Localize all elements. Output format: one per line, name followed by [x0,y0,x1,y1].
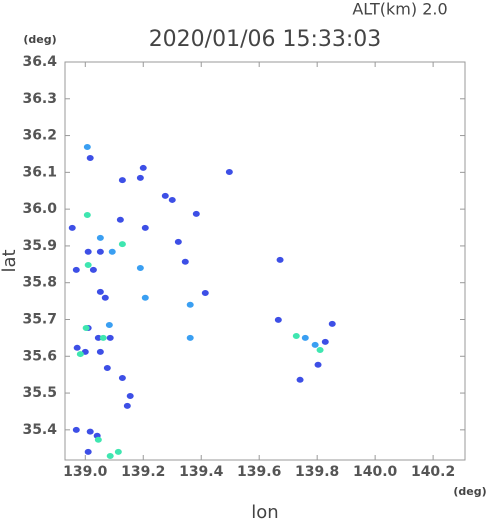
echo-point [274,316,282,323]
echo-point [136,174,144,181]
echo-point [96,288,104,295]
echo-point [276,256,284,263]
echo-point [76,351,84,358]
echo-point [141,224,149,231]
y-tick-label: 36.4 [22,54,57,70]
echo-point [118,374,126,381]
echo-point [118,177,126,184]
echo-point [89,266,97,273]
y-tick-label: 36.3 [22,91,57,107]
x-tick-label: 140.0 [353,464,398,480]
echo-point [114,448,122,455]
echo-point [186,334,194,341]
echo-point [192,210,200,217]
echo-point [136,264,144,271]
echo-point [86,428,94,435]
echo-point [316,347,324,354]
echo-point [86,155,94,162]
echo-point [73,344,81,351]
echo-point [108,248,116,255]
echo-point [103,365,111,372]
echo-point [174,238,182,245]
x-tick-label: 139.6 [237,464,281,480]
x-unit: (deg) [453,485,486,498]
echo-point [225,168,233,175]
echo-point [83,212,91,219]
x-tick-label: 139.4 [179,464,224,480]
altitude-note: ALT(km) 2.0 [352,0,447,19]
echo-point [84,448,92,455]
echo-point [168,196,176,203]
echo-point [301,334,309,341]
echo-point [94,436,102,443]
echo-point [99,334,107,341]
y-unit: (deg) [23,33,56,46]
echo-point [126,392,134,399]
echo-point [292,333,300,340]
echo-point [118,241,126,248]
echo-point [84,262,92,269]
echo-point [101,294,109,301]
echo-point [181,258,189,265]
echo-point [201,290,209,297]
echo-point [123,402,131,409]
echo-point [106,334,114,341]
x-tick-label: 139.0 [63,464,108,480]
y-tick-label: 35.6 [22,348,57,364]
y-tick-label: 35.7 [22,311,57,327]
echo-point [106,452,114,459]
x-tick-label: 139.2 [121,464,165,480]
echo-point [84,248,92,255]
y-tick-label: 35.8 [22,275,57,291]
echo-point [96,248,104,255]
echo-point [161,192,169,199]
echo-point [186,301,194,308]
y-tick-label: 35.4 [22,422,57,438]
echo-point [72,266,80,273]
echo-point [328,320,336,327]
echo-point [96,348,104,355]
y-axis-label: lat [0,249,20,272]
x-axis-label: lon [251,502,278,521]
echo-point [72,426,80,433]
echo-point [96,234,104,241]
chart-title: 2020/01/06 15:33:03 [149,27,382,52]
x-tick-label: 140.2 [411,464,455,480]
echo-point [105,322,113,329]
echo-point [311,341,319,348]
y-tick-label: 36.2 [22,128,57,144]
y-tick-label: 35.9 [22,238,57,254]
echo-point [314,361,322,368]
echo-point [68,224,76,231]
echo-point [83,143,91,150]
x-tick-label: 139.8 [295,464,339,480]
y-tick-label: 35.5 [22,385,57,401]
echo-point [139,164,147,171]
echo-point [116,216,124,223]
y-tick-label: 36.1 [22,164,57,180]
echo-point [296,376,304,383]
plot-frame [64,61,466,461]
echo-point [82,324,90,331]
echo-point [94,334,102,341]
echo-point [141,294,149,301]
y-tick-label: 36.0 [22,201,57,217]
echo-point [321,338,329,345]
